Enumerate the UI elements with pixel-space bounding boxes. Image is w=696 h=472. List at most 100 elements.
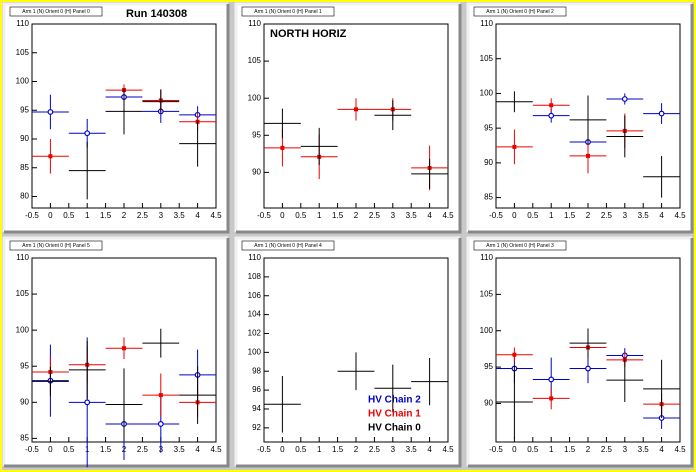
- y-tick-label: 110: [16, 19, 29, 28]
- y-tick-label: 95: [484, 362, 493, 371]
- y-tick-label: 105: [16, 289, 30, 298]
- y-tick-label: 105: [248, 56, 262, 65]
- x-tick-label: 1.5: [332, 445, 344, 454]
- y-tick-label: 85: [20, 163, 29, 172]
- x-tick-label: 2: [122, 211, 127, 220]
- x-tick-label: 2.5: [137, 211, 149, 220]
- y-tick-label: 90: [252, 167, 261, 176]
- x-tick-label: 0: [512, 445, 517, 454]
- pad-title: Arm 1 (N) Orient 0 (H) Panel 5: [22, 243, 90, 249]
- x-tick-label: 1.5: [100, 445, 112, 454]
- pad-title: Arm 1 (N) Orient 0 (H) Panel 3: [486, 243, 554, 249]
- x-tick-label: 1: [317, 445, 322, 454]
- x-tick-label: 0.5: [295, 211, 307, 220]
- marker: [512, 144, 517, 149]
- marker: [47, 109, 54, 115]
- y-tick-label: 95: [252, 130, 261, 139]
- x-tick-label: 2: [354, 211, 359, 220]
- pad-bevel-light: [466, 2, 692, 232]
- pad-title-box: [9, 6, 103, 17]
- x-tick-label: 3.5: [638, 445, 650, 454]
- x-tick-label: 1.5: [332, 211, 344, 220]
- x-tick-label: 3: [623, 211, 628, 220]
- y-tick-label: 95: [484, 123, 493, 132]
- x-tick-label: 4.5: [674, 445, 686, 454]
- marker: [157, 421, 164, 427]
- pad-bevel-dark: [468, 238, 694, 468]
- x-tick-label: 2.5: [369, 445, 381, 454]
- y-tick-label: 100: [16, 77, 30, 86]
- pad-bevel-light: [2, 236, 228, 466]
- y-tick-label: 105: [480, 289, 494, 298]
- marker: [84, 130, 91, 137]
- x-tick-label: 4: [659, 211, 664, 220]
- x-tick-label: 3.5: [174, 211, 186, 220]
- x-tick-label: -0.5: [25, 445, 39, 454]
- x-tick-label: 4.5: [210, 211, 222, 220]
- y-tick-label: 90: [484, 399, 493, 408]
- y-tick-label: 85: [484, 193, 493, 202]
- x-tick-label: 2.5: [137, 445, 149, 454]
- x-tick-label: 2: [586, 445, 591, 454]
- x-tick-label: -0.5: [257, 211, 271, 220]
- y-tick-label: 108: [248, 272, 262, 281]
- marker: [548, 376, 555, 383]
- x-tick-label: 0: [48, 445, 53, 454]
- x-tick-label: 1: [549, 211, 554, 220]
- x-tick-label: 1.5: [564, 211, 576, 220]
- y-tick-label: 98: [252, 366, 261, 375]
- marker: [549, 396, 554, 401]
- y-tick-label: 90: [20, 134, 29, 143]
- x-tick-label: 4.5: [442, 211, 454, 220]
- y-tick-label: 92: [252, 423, 261, 432]
- x-tick-label: 1.5: [100, 211, 112, 220]
- x-tick-label: 0.5: [295, 445, 307, 454]
- y-tick-label: 100: [248, 93, 262, 102]
- x-tick-label: 3: [391, 445, 396, 454]
- x-tick-label: 2: [354, 445, 359, 454]
- y-tick-label: 105: [480, 54, 494, 63]
- annotation: NORTH HORIZ: [270, 28, 347, 40]
- marker: [512, 352, 517, 357]
- pad-bevel-dark: [4, 4, 230, 234]
- marker: [585, 365, 591, 372]
- y-tick-label: 100: [480, 326, 494, 335]
- x-tick-label: 3: [159, 211, 164, 220]
- marker: [48, 154, 53, 159]
- marker: [280, 145, 285, 150]
- marker: [122, 346, 126, 351]
- x-tick-label: 0.5: [63, 211, 75, 220]
- pad-title: Arm 1 (N) Orient 0 (H) Panel 0: [22, 9, 90, 15]
- marker: [354, 107, 358, 112]
- annotation: Run 140308: [126, 8, 187, 20]
- pad-title: Arm 1 (N) Orient 0 (H) Panel 4: [254, 243, 322, 249]
- x-tick-label: 4.5: [442, 445, 454, 454]
- legend-entry: HV Chain 0: [368, 423, 421, 434]
- marker: [84, 399, 91, 406]
- pad-bevel-light: [466, 236, 692, 466]
- x-tick-label: 1: [549, 445, 554, 454]
- x-tick-label: 1: [85, 211, 90, 220]
- x-tick-label: 4: [195, 445, 200, 454]
- x-tick-label: 0: [280, 211, 285, 220]
- x-tick-label: 3: [391, 211, 396, 220]
- pad-title: Arm 1 (N) Orient 0 (H) Panel 2: [486, 9, 554, 15]
- y-tick-label: 80: [20, 192, 29, 201]
- x-tick-label: 0: [512, 211, 517, 220]
- marker: [621, 96, 628, 102]
- x-tick-label: 4: [427, 211, 432, 220]
- pad-title-box: [473, 6, 567, 17]
- y-tick-label: 110: [480, 19, 493, 28]
- y-tick-label: 95: [20, 105, 29, 114]
- marker: [658, 110, 665, 117]
- marker: [549, 103, 554, 108]
- x-tick-label: 4: [659, 445, 664, 454]
- pad-bevel-dark: [236, 4, 462, 234]
- x-tick-label: 3.5: [638, 211, 650, 220]
- pad-title-box: [9, 240, 103, 251]
- x-tick-label: 2.5: [601, 445, 613, 454]
- pad-title-box: [241, 6, 335, 17]
- x-tick-label: 3.5: [406, 445, 418, 454]
- y-tick-label: 95: [20, 361, 29, 370]
- x-tick-label: 4.5: [674, 211, 686, 220]
